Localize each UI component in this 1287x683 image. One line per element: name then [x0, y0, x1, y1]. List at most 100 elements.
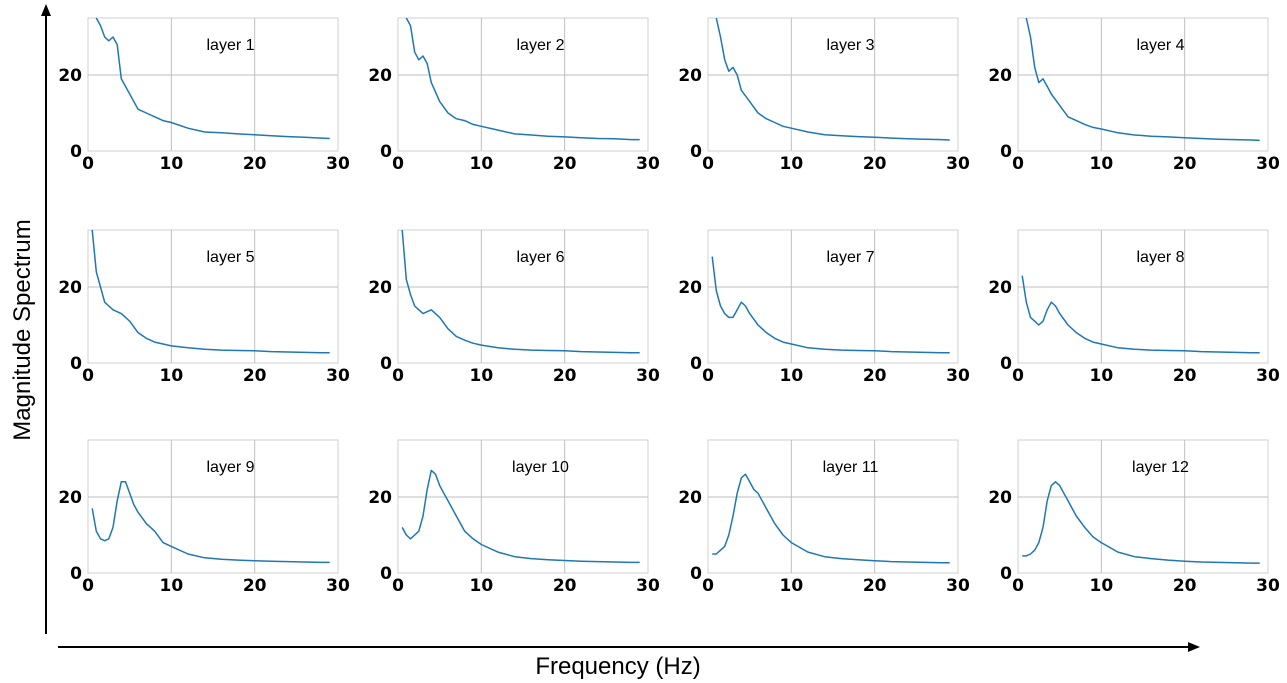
x-tick-label: 10 [469, 576, 493, 596]
x-tick-label: 10 [159, 366, 183, 386]
x-tick-label: 0 [702, 366, 714, 386]
x-tick-label: 30 [1256, 576, 1280, 596]
x-tick-label: 20 [1173, 366, 1197, 386]
panel-11: 0 10 20 30 0 20 layer 11 [678, 439, 970, 596]
x-tick-label: 20 [553, 154, 577, 174]
panel-3: 0 10 20 30 0 20 layer 3 [678, 17, 970, 174]
y-tick-label: 0 [70, 142, 82, 162]
panel-7: 0 10 20 30 0 20 layer 7 [678, 229, 970, 386]
x-tick-label: 20 [863, 576, 887, 596]
y-tick-label: 0 [380, 142, 392, 162]
x-tick-label: 0 [1012, 366, 1024, 386]
panel-frame [707, 229, 959, 364]
y-tick-label: 20 [988, 278, 1012, 298]
y-tick-label: 0 [380, 564, 392, 584]
series-line [712, 473, 950, 564]
series-line [401, 229, 640, 354]
x-tick-label: 20 [553, 366, 577, 386]
x-tick-label: 30 [636, 366, 660, 386]
x-tick-label: 0 [702, 154, 714, 174]
panel-frame [1017, 17, 1269, 152]
y-tick-label: 20 [368, 278, 392, 298]
panel-title: layer 2 [516, 37, 564, 54]
x-axis-title: Frequency (Hz) [535, 653, 700, 680]
panel-title: layer 8 [1136, 249, 1184, 266]
x-tick-label: 20 [863, 154, 887, 174]
series-line [1022, 481, 1260, 564]
x-tick-label: 10 [1089, 366, 1113, 386]
x-tick-label: 10 [469, 366, 493, 386]
y-tick-label: 20 [58, 66, 82, 86]
panel-frame [1017, 229, 1269, 364]
x-tick-label: 30 [946, 576, 970, 596]
panel-frame [1017, 439, 1269, 574]
panel-title: layer 11 [823, 459, 879, 476]
series-line [715, 17, 950, 141]
y-tick-label: 0 [1000, 142, 1012, 162]
panel-2: 0 10 20 30 0 20 layer 2 [368, 17, 660, 174]
x-tick-label: 30 [326, 366, 350, 386]
y-tick-label: 20 [368, 488, 392, 508]
y-tick-label: 0 [690, 142, 702, 162]
x-tick-label: 20 [1173, 576, 1197, 596]
x-tick-label: 0 [82, 366, 94, 386]
panel-title: layer 10 [512, 459, 569, 476]
panel-title: layer 4 [1136, 37, 1184, 54]
y-axis-title: Magnitude Spectrum [9, 219, 36, 440]
x-tick-label: 30 [1256, 154, 1280, 174]
x-tick-label: 0 [1012, 154, 1024, 174]
panel-6: 0 10 20 30 0 20 layer 6 [368, 229, 660, 386]
y-tick-label: 0 [1000, 354, 1012, 374]
y-tick-label: 20 [988, 66, 1012, 86]
x-tick-label: 30 [1256, 366, 1280, 386]
panel-title: layer 12 [1132, 459, 1189, 476]
series-line [1025, 17, 1260, 142]
panel-frame [707, 17, 959, 152]
panel-title: layer 3 [826, 37, 874, 54]
panel-8: 0 10 20 30 0 20 layer 8 [988, 229, 1280, 386]
panel-frame [397, 17, 649, 152]
panel-frame [707, 439, 959, 574]
panel-10: 0 10 20 30 0 20 layer 10 [368, 439, 660, 596]
x-tick-label: 10 [779, 154, 803, 174]
panel-frame [87, 17, 339, 152]
series-line [401, 469, 640, 564]
y-tick-label: 20 [678, 278, 702, 298]
x-tick-label: 0 [392, 366, 404, 386]
panel-title: layer 1 [206, 37, 254, 54]
x-tick-label: 20 [243, 366, 267, 386]
x-tick-label: 0 [82, 154, 94, 174]
panel-frame [87, 229, 339, 364]
x-tick-label: 10 [469, 154, 493, 174]
x-tick-label: 20 [243, 576, 267, 596]
panel-9: 0 10 20 30 0 20 layer 9 [58, 439, 350, 596]
y-tick-label: 20 [58, 278, 82, 298]
x-tick-label: 30 [946, 366, 970, 386]
y-tick-label: 20 [988, 488, 1012, 508]
panel-title: layer 5 [206, 249, 254, 266]
series-line [1021, 275, 1260, 354]
series-line [405, 17, 640, 141]
y-tick-label: 20 [678, 488, 702, 508]
x-tick-label: 30 [326, 154, 350, 174]
y-tick-label: 0 [380, 354, 392, 374]
y-axis-arrowhead [41, 4, 51, 16]
y-tick-label: 20 [678, 66, 702, 86]
x-tick-label: 20 [553, 576, 577, 596]
x-tick-label: 0 [392, 576, 404, 596]
x-axis-arrowhead [1188, 642, 1200, 652]
panel-title: layer 6 [516, 249, 564, 266]
x-tick-label: 0 [702, 576, 714, 596]
panel-frame [87, 439, 339, 574]
y-tick-label: 0 [1000, 564, 1012, 584]
y-tick-label: 0 [70, 354, 82, 374]
x-tick-label: 0 [1012, 576, 1024, 596]
panel-frame [397, 439, 649, 574]
panel-title: layer 9 [206, 459, 254, 476]
x-tick-label: 30 [946, 154, 970, 174]
panel-title: layer 7 [826, 249, 874, 266]
y-tick-label: 0 [70, 564, 82, 584]
x-tick-label: 10 [779, 366, 803, 386]
